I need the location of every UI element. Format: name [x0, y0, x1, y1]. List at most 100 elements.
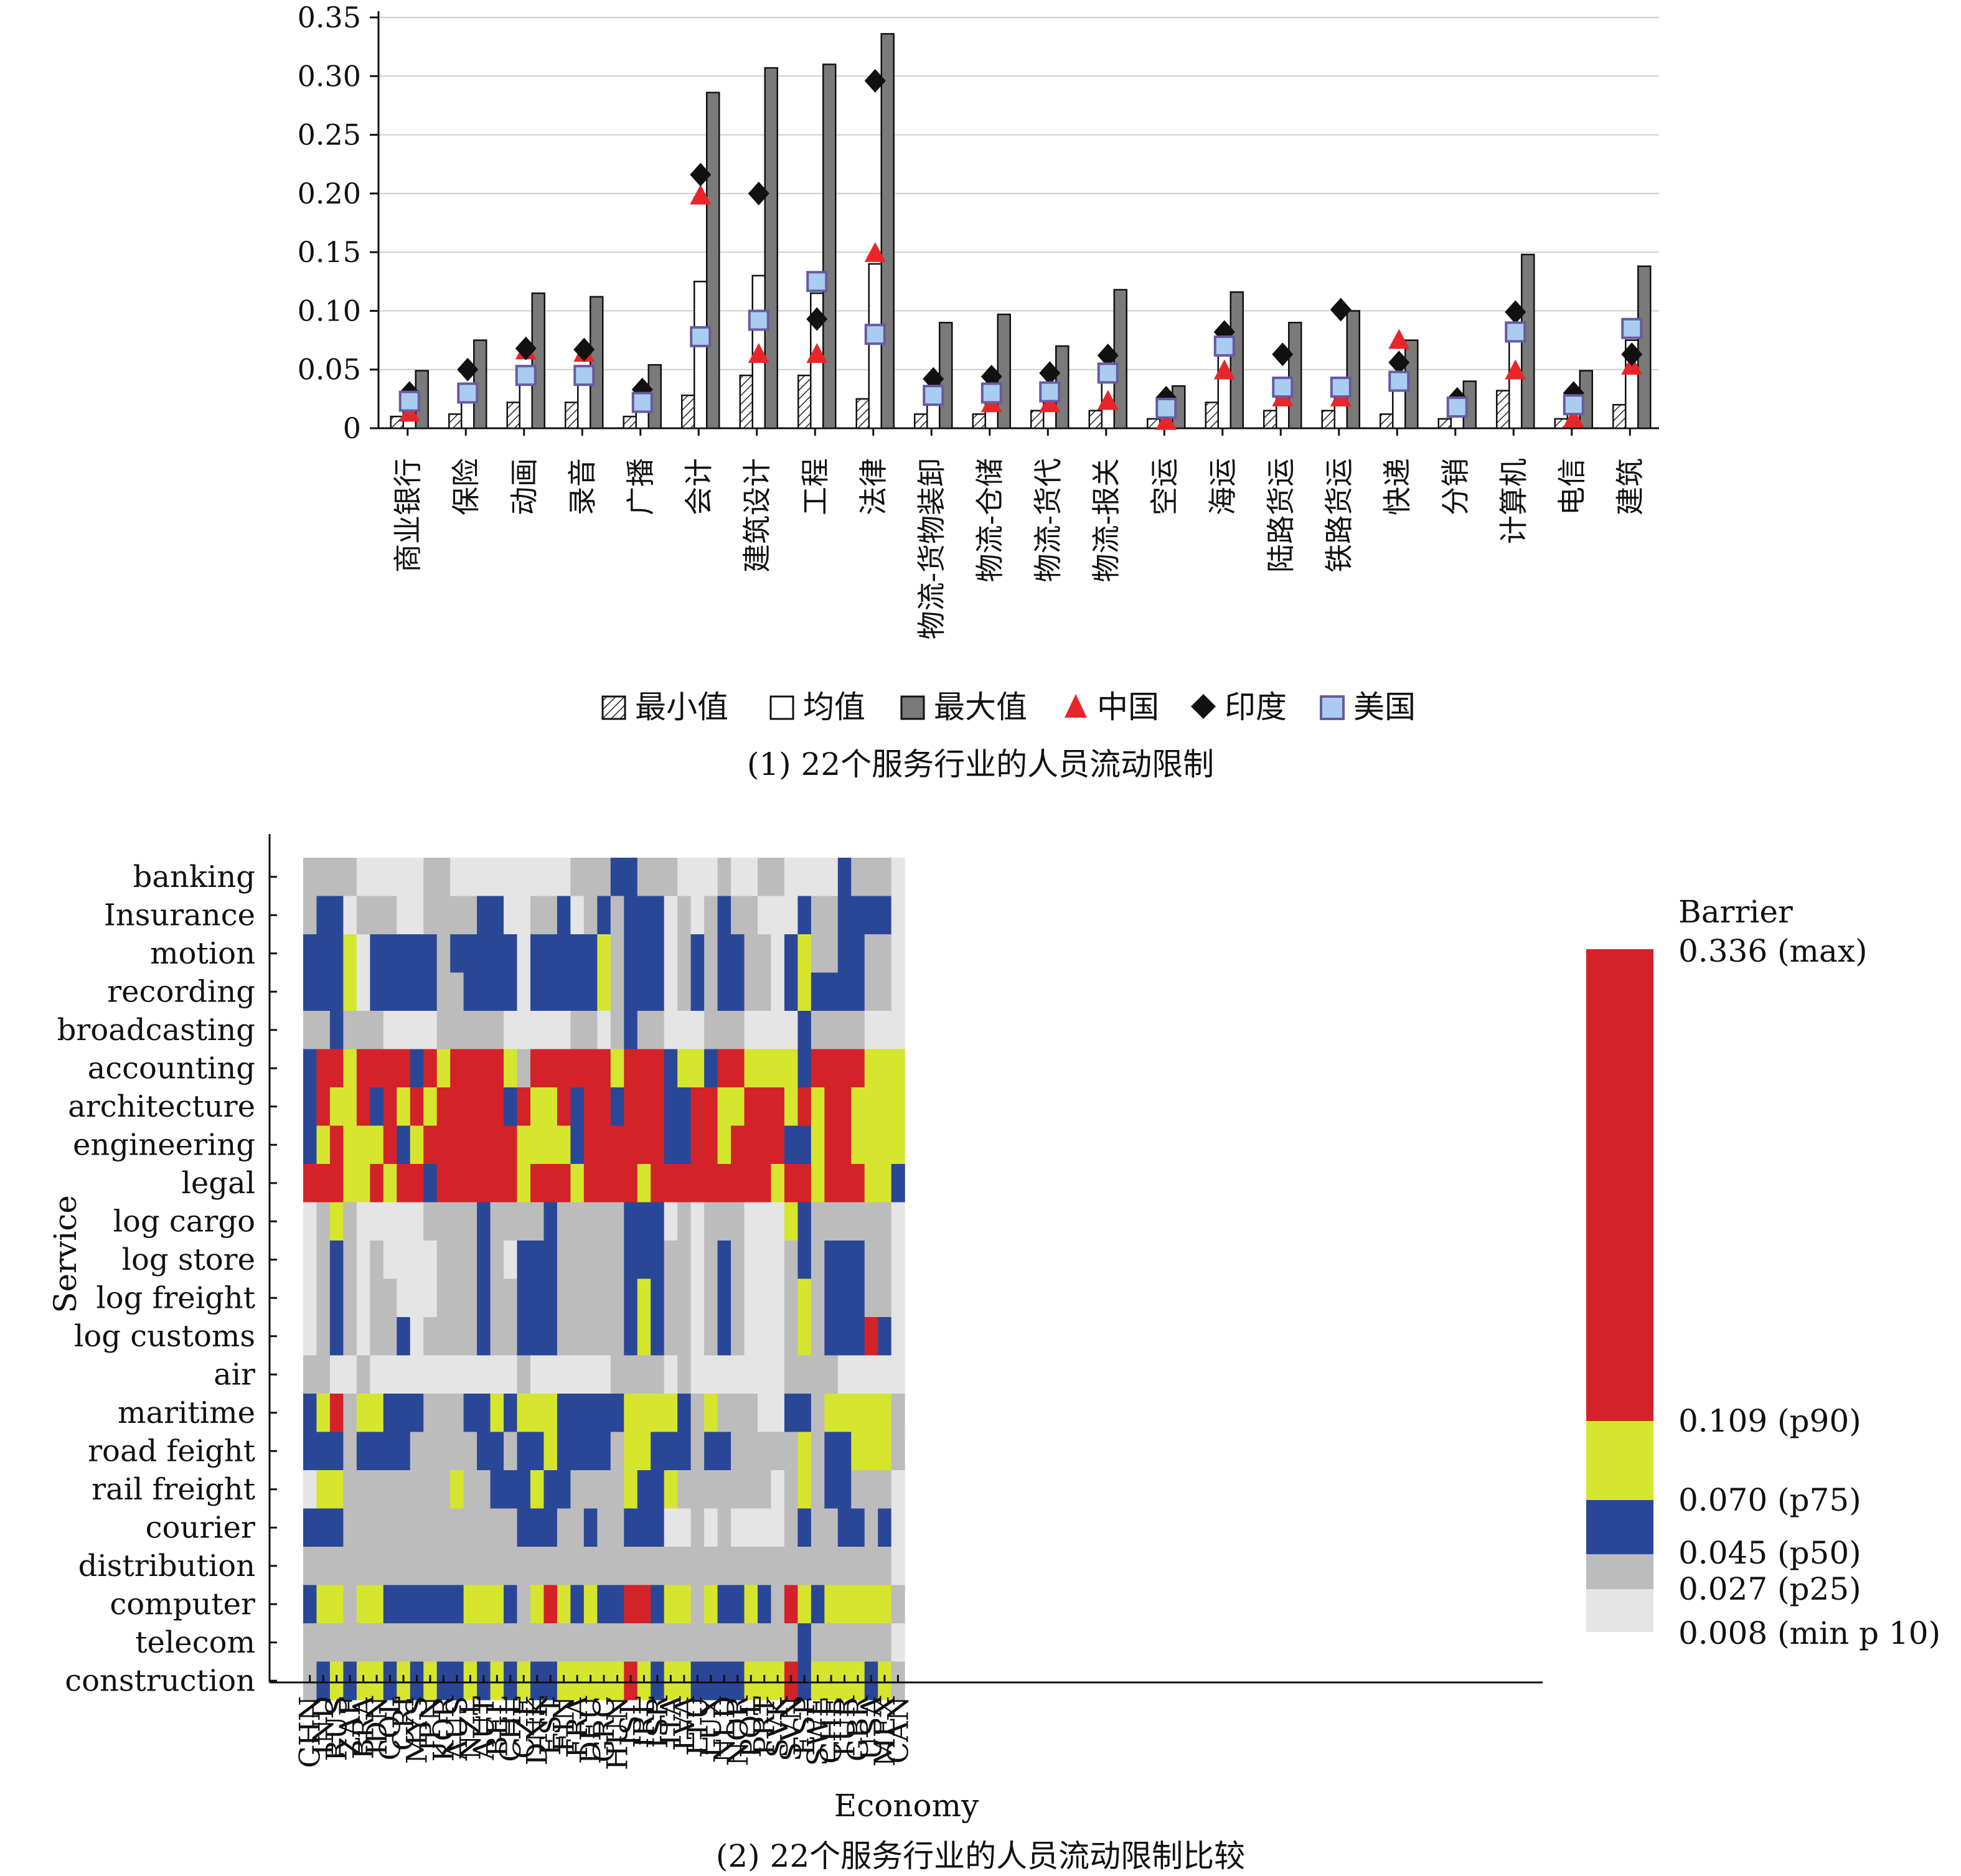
x-tick-label: 动画	[507, 458, 541, 515]
heatmap-cell	[583, 1585, 598, 1624]
heatmap-cell	[517, 1164, 531, 1203]
heatmap-cell	[463, 1394, 477, 1433]
heatmap-cell	[717, 1432, 731, 1471]
heatmap-cell	[744, 896, 758, 935]
heatmap-cell	[543, 972, 558, 1011]
heatmap-cell	[370, 1585, 384, 1624]
heatmap-cell	[329, 1049, 344, 1088]
marker-usa	[1213, 335, 1235, 357]
heatmap-cell	[504, 1470, 518, 1509]
heatmap-cell	[303, 972, 317, 1011]
heatmap-cell	[423, 858, 438, 897]
heatmap-cell	[490, 1432, 504, 1471]
heatmap-cell	[837, 1125, 852, 1165]
heatmap-cell	[757, 1241, 772, 1280]
heatmap-cell	[610, 1011, 624, 1050]
heatmap-cell	[583, 1394, 598, 1433]
heatmap-cell	[717, 1049, 731, 1088]
bar-mean	[694, 281, 708, 429]
heatmap-cell	[891, 1508, 905, 1547]
heatmap-cell	[450, 934, 464, 973]
heatmap-cell	[517, 1125, 531, 1165]
heatmap-cell	[837, 1317, 852, 1356]
colorbar-segment	[1586, 1421, 1653, 1500]
heatmap-cell	[624, 1278, 638, 1318]
heatmap-col-label: DEU	[574, 1696, 608, 1764]
colorbar-label: 0.109 (p90)	[1678, 1403, 1861, 1439]
heatmap-cell	[690, 858, 705, 897]
heatmap-cell	[303, 1585, 317, 1624]
heatmap-col-label: FRA	[560, 1695, 594, 1758]
heatmap-cell	[436, 1508, 451, 1547]
heatmap-cell	[504, 1011, 518, 1050]
heatmap-cell	[343, 1278, 357, 1318]
heatmap-row-label: banking	[133, 860, 255, 894]
marker-india	[1621, 342, 1643, 367]
heatmap-cell	[677, 1432, 692, 1471]
heatmap-cell	[637, 1585, 651, 1624]
heatmap-cell	[637, 1508, 651, 1547]
bar-mean	[1217, 345, 1231, 429]
heatmap-cell	[851, 1585, 865, 1624]
heatmap-cell	[517, 1317, 531, 1356]
heatmap-cell	[410, 1623, 424, 1663]
heatmap-cell	[837, 1011, 852, 1050]
x-tick-label: 建筑	[1613, 458, 1647, 515]
heatmap-cell	[610, 1432, 624, 1471]
heatmap-cell	[504, 1241, 518, 1280]
heatmap-cell	[717, 896, 731, 935]
heatmap-cell	[891, 1394, 905, 1433]
heatmap-cell	[624, 858, 638, 897]
heatmap-cell	[597, 1432, 611, 1471]
heatmap-cell	[530, 1164, 545, 1203]
heatmap-cell	[316, 1011, 331, 1050]
heatmap-cell	[891, 934, 905, 973]
heatmap-cell	[504, 1508, 518, 1547]
heatmap-cell	[731, 1623, 745, 1663]
heatmap-cell	[824, 858, 839, 897]
heatmap-cell	[757, 1278, 772, 1318]
heatmap-cell	[343, 1125, 357, 1165]
heatmap-cell	[864, 1164, 878, 1203]
heatmap-cell	[704, 1202, 718, 1241]
heatmap-cell	[597, 1355, 611, 1394]
heatmap-cell	[878, 934, 892, 973]
heatmap-cell	[851, 1508, 865, 1547]
heatmap-cell	[410, 1585, 424, 1624]
heatmap-cell	[717, 1394, 731, 1433]
heatmap-cell	[878, 1432, 892, 1471]
heatmap-cell	[530, 1087, 545, 1127]
heatmap-cell	[583, 934, 598, 973]
heatmap-cell	[463, 1278, 477, 1318]
heatmap-cell	[811, 1355, 825, 1394]
heatmap-cell	[490, 1164, 504, 1203]
heatmap-cell	[436, 1278, 451, 1318]
heatmap-cell	[463, 1011, 477, 1050]
heatmap-cell	[397, 1202, 411, 1241]
heatmap-cell	[303, 1011, 317, 1050]
heatmap-cell	[530, 1547, 545, 1586]
heatmap-col-label: CRI	[387, 1696, 420, 1751]
heatmap-cell	[757, 972, 772, 1011]
heatmap-cell	[837, 972, 852, 1011]
heatmap-cell	[837, 1508, 852, 1547]
heatmap-cell	[303, 896, 317, 935]
heatmap-cell	[517, 1202, 531, 1241]
heatmap-cell	[784, 1547, 798, 1586]
heatmap-cell	[397, 972, 411, 1011]
heatmap-cell	[731, 1011, 745, 1050]
heatmap-cell	[583, 858, 598, 897]
heatmap-cell	[597, 1508, 611, 1547]
heatmap-cell	[664, 1623, 678, 1663]
heatmap-cell	[597, 1087, 611, 1127]
heatmap-cell	[530, 934, 545, 973]
heatmap-cell	[570, 1087, 585, 1127]
heatmap-cell	[423, 1164, 438, 1203]
heatmap-cell	[329, 1317, 344, 1356]
heatmap-cell	[837, 1470, 852, 1509]
heatmap-cell	[797, 972, 812, 1011]
heatmap-cell	[784, 1049, 798, 1088]
colorbar-title: Barrier	[1678, 894, 1793, 930]
heatmap-cell	[557, 1394, 571, 1433]
heatmap-cell	[771, 1508, 785, 1547]
